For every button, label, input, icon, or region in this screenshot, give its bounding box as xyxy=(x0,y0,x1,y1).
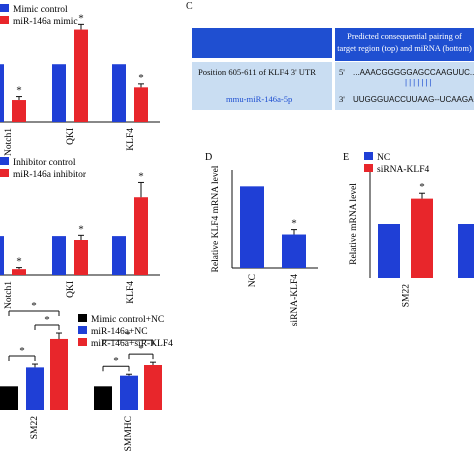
panel-f-tick-label-1: SMMHC xyxy=(124,416,134,451)
pairing-table-header: Predicted consequential pairing of targe… xyxy=(192,28,474,61)
panel-d-tick-label-1: siRNA-KLF4 xyxy=(290,274,300,327)
panel-b-bar-klf4-s0 xyxy=(112,236,126,275)
panel-f-bar-sm22-s2 xyxy=(50,338,68,410)
panel-b-legend-label-0: Inhibitor control xyxy=(13,158,76,168)
panel-a-sig-0-1: * xyxy=(16,85,22,97)
panel-b-sig-0-1: * xyxy=(16,256,22,268)
three-prime-label: 3' xyxy=(339,94,345,104)
pairing-header-line-1: Predicted consequential pairing of xyxy=(347,32,462,41)
pairing-body-right-cell: 5' ...AAACGGGGGAGCCAAGUUC... ||||||| 3' … xyxy=(335,62,474,110)
panel-e-legend-label-0: NC xyxy=(377,153,390,163)
panel-f-legend-swatch-0 xyxy=(78,314,87,322)
panel-e-legend-swatch-1 xyxy=(364,164,373,172)
panel-f-bracket-1-c-star: * xyxy=(125,329,131,341)
panel-f-bar-sm22-s0 xyxy=(0,386,18,410)
panel-b-bar-notch1-s0 xyxy=(0,236,4,275)
mirna-sequence: UUGGGUACCUUAAG--UCAAGAGU xyxy=(353,95,474,104)
pairing-header-right-cell: Predicted consequential pairing of targe… xyxy=(335,28,474,61)
panel-b-bar-notch1-s1 xyxy=(12,269,26,275)
panel-f-tick-label-0: SM22 xyxy=(30,416,40,439)
panel-e-legend-label-1: siRNA-KLF4 xyxy=(377,165,430,175)
panel-b-sig-1-1: * xyxy=(78,223,84,235)
panel-a-legend-swatch-0 xyxy=(0,4,9,12)
panel-f-bracket-0-b-star: * xyxy=(44,314,50,326)
panel-a-tick-label-0: Notch1 xyxy=(4,128,14,156)
panel-b-bar-qki-s1 xyxy=(74,240,88,275)
panel-b-bar-klf4-s1 xyxy=(134,197,148,275)
panel-e-legend-swatch-0 xyxy=(364,152,373,160)
panel-a-sig-1-1: * xyxy=(78,12,84,24)
panel-b-sig-2-1: * xyxy=(138,170,144,182)
panel-e-bar-sm22-s1 xyxy=(411,198,433,278)
panel-a-bar-klf4-s1 xyxy=(134,87,148,122)
target-sequence: ...AAACGGGGGAGCCAAGUUC... xyxy=(353,68,474,77)
panel-label-c: C xyxy=(186,1,193,12)
panel-a-legend-swatch-1 xyxy=(0,16,9,24)
panel-c-pairing-table: Predicted consequential pairing of targe… xyxy=(192,28,474,110)
panel-f-legend-swatch-2 xyxy=(78,338,87,346)
panel-e-tick-label-0: SM22 xyxy=(402,284,412,307)
panel-f-bracket-0-c-star: * xyxy=(31,300,37,312)
utr-position-label: Position 605-611 of KLF4 3' UTR xyxy=(198,67,316,77)
panel-f-legend-label-1: miR-146a+NC xyxy=(91,327,148,337)
panel-a-bar-notch1-s0 xyxy=(0,64,4,122)
panel-d-tick-label-0: NC xyxy=(248,274,258,287)
panel-b-legend-swatch-1 xyxy=(0,169,9,177)
panel-label-d: D xyxy=(205,152,212,163)
panel-a-bar-qki-s1 xyxy=(74,29,88,122)
panel-e-bar-sm22-s0 xyxy=(378,224,400,278)
panel-b-legend-label-1: miR-146a inhibitor xyxy=(13,170,87,180)
pairing-lines: ||||||| xyxy=(405,78,434,87)
panel-a-bar-klf4-s0 xyxy=(112,64,126,122)
panel-f-bracket-1-b-star: * xyxy=(138,343,144,355)
panel-a-legend-label-0: Mimic control xyxy=(13,5,68,15)
panel-a-bar-qki-s0 xyxy=(52,64,66,122)
panel-f-legend-swatch-1 xyxy=(78,326,87,334)
panel-a-tick-label-2: KLF4 xyxy=(126,128,136,151)
panel-f-bar-smmhc-s2 xyxy=(144,365,162,410)
panel-a-legend-label-1: miR-146a mimic xyxy=(13,17,78,27)
panel-b-bar-qki-s0 xyxy=(52,236,66,275)
pairing-body-left-cell: Position 605-611 of KLF4 3' UTR mmu-miR-… xyxy=(192,62,332,110)
panel-f-bracket-1-a-star: * xyxy=(113,355,119,367)
panel-e-sig-0-1: * xyxy=(419,181,425,193)
panel-f-bar-smmhc-s1 xyxy=(120,375,138,410)
pairing-header-left-cell xyxy=(192,28,332,58)
panel-d-bar-sirna-klf4-s0 xyxy=(282,234,306,268)
panel-b-legend-swatch-0 xyxy=(0,157,9,165)
panel-f-bar-sm22-s1 xyxy=(26,367,44,410)
panel-f-bar-smmhc-s0 xyxy=(94,386,112,410)
panel-f-legend-label-0: Mimic control+NC xyxy=(91,315,164,325)
pairing-header-line-2: target region (top) and miRNA (bottom) xyxy=(337,44,472,53)
panel-a-sig-2-1: * xyxy=(138,72,144,84)
panel-b-tick-label-1: QKI xyxy=(66,281,76,298)
panel-label-e: E xyxy=(343,152,349,163)
panel-b-tick-label-0: Notch1 xyxy=(4,281,14,309)
panel-a-bar-notch1-s1 xyxy=(12,100,26,122)
panel-d-sig-1-0: * xyxy=(291,218,297,230)
panel-d-bar-nc-s0 xyxy=(240,186,264,268)
panel-b-tick-label-2: KLF4 xyxy=(126,281,136,304)
panel-d-y-axis-title: Relative KLF4 mRNA level xyxy=(211,165,221,272)
five-prime-label: 5' xyxy=(339,67,345,77)
panel-e-bar-smmhc-s0 xyxy=(458,224,474,278)
panel-f-legend-label-2: miR-146a+siR-KLF4 xyxy=(91,339,173,349)
mirna-name-label: mmu-miR-146a-5p xyxy=(226,94,293,104)
panel-e-y-axis-title: Relative mRNA level xyxy=(349,183,359,265)
panel-f-bracket-0-a-star: * xyxy=(19,345,25,357)
panel-a-tick-label-1: QKI xyxy=(66,128,76,145)
